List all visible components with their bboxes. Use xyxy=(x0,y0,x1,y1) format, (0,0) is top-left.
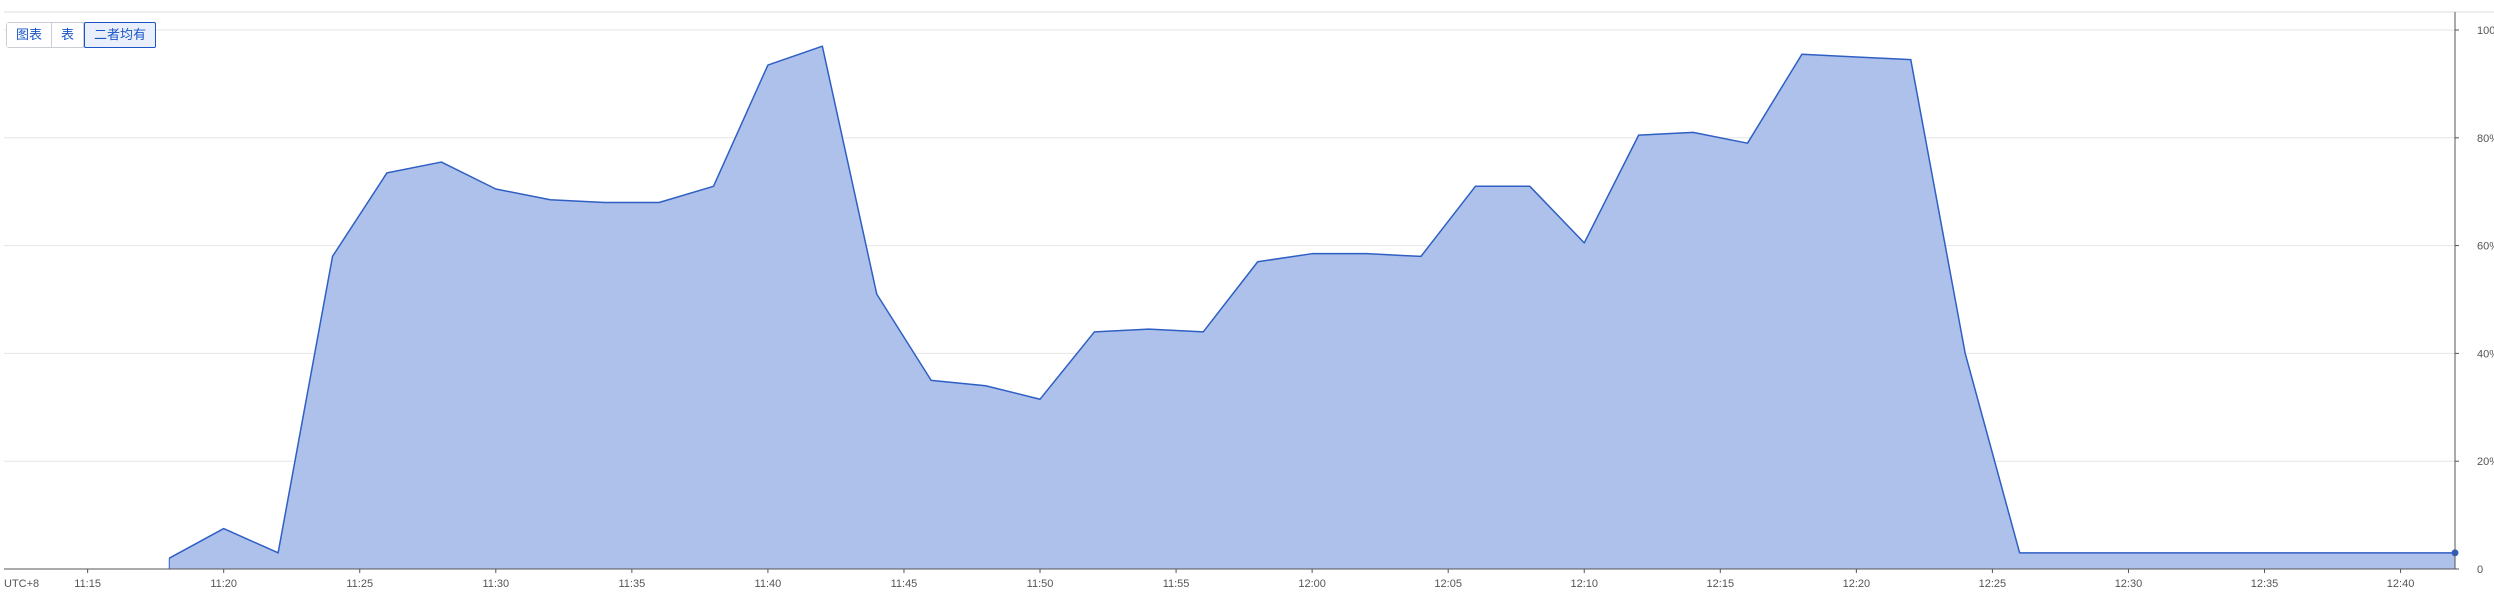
x-tick-label: 12:40 xyxy=(2387,578,2415,590)
x-tick-label: 12:25 xyxy=(1979,578,2007,590)
x-tick-label: 11:25 xyxy=(346,578,373,590)
x-tick-label: 12:05 xyxy=(1434,578,1462,590)
x-tick-label: 12:20 xyxy=(1843,578,1871,590)
view-toggle-group: 图表 表 二者均有 xyxy=(6,22,157,48)
x-tick-label: 11:35 xyxy=(618,578,645,590)
x-tick-label: 12:30 xyxy=(2115,578,2143,590)
x-tick-label: 12:35 xyxy=(2251,578,2279,590)
x-tick-label: 11:50 xyxy=(1027,578,1054,590)
x-tick-label: 12:10 xyxy=(1570,578,1598,590)
chart-view-button[interactable]: 图表 xyxy=(7,23,53,47)
y-tick-label: 20% xyxy=(2477,456,2494,468)
y-tick-label: 60% xyxy=(2477,241,2494,253)
y-axis-ticks: 0 20% 40% 60% 80% 100% xyxy=(2455,25,2494,576)
x-tick-label: 11:55 xyxy=(1163,578,1190,590)
y-tick-label: 100% xyxy=(2477,25,2494,37)
y-tick-label: 80% xyxy=(2477,133,2494,145)
x-tick-label: 12:00 xyxy=(1298,578,1326,590)
timezone-label: UTC+8 xyxy=(4,578,39,590)
both-view-button[interactable]: 二者均有 xyxy=(84,22,157,48)
series-area-fill xyxy=(169,46,2456,570)
x-tick-label: 12:15 xyxy=(1707,578,1735,590)
y-tick-label: 40% xyxy=(2477,348,2494,360)
x-tick-label: 11:30 xyxy=(482,578,509,590)
x-tick-label: 11:45 xyxy=(891,578,918,590)
x-axis-ticks: 11:15 11:20 11:25 11:30 11:35 11:40 11:45 11:50… xyxy=(74,569,2414,590)
x-tick-label: 11:40 xyxy=(755,578,782,590)
series-line xyxy=(168,45,2455,559)
x-tick-label: 11:15 xyxy=(74,578,101,590)
x-tick-label: 11:20 xyxy=(210,578,237,590)
series-area-layer xyxy=(168,45,2459,570)
axis-layer xyxy=(4,12,2456,570)
y-tick-label: 0 xyxy=(2477,564,2483,576)
table-view-button[interactable]: 表 xyxy=(52,23,85,47)
